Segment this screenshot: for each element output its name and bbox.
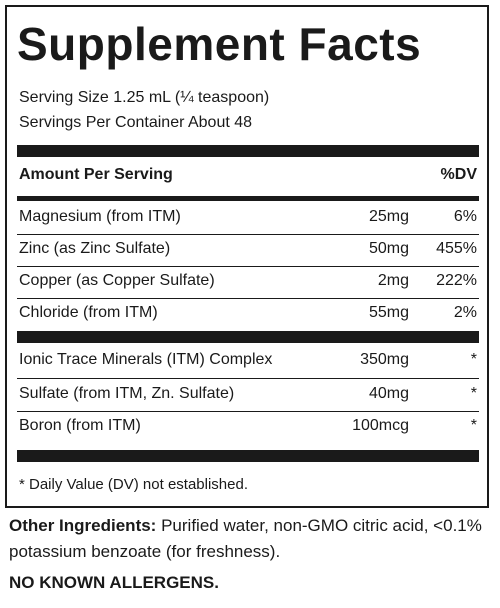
nutrient-amount: 350mg: [360, 351, 409, 368]
nutrient-name: Magnesium (from ITM): [19, 208, 181, 225]
nutrient-dv: 455%: [436, 240, 477, 257]
nutrient-row-magnesium: Magnesium (from ITM) 25mg 6%: [17, 204, 479, 230]
nutrient-amount: 2mg: [377, 272, 409, 289]
nutrient-name: Boron (from ITM): [19, 417, 141, 434]
other-ingredients-text: Purified water, non-GMO citric acid, <0.…: [9, 516, 482, 561]
thick-divider-top: [17, 145, 479, 157]
nutrient-amount: 55mg: [368, 304, 409, 321]
nutrient-row-boron: Boron (from ITM) 100mcg *: [17, 413, 479, 439]
nutrient-dv: 2%: [453, 304, 477, 321]
nutrient-name: Sulfate (from ITM, Zn. Sulfate): [19, 385, 235, 402]
nutrient-row-zinc: Zinc (as Zinc Sulfate) 50mg 455%: [17, 236, 479, 262]
row-divider: [17, 298, 479, 299]
nutrient-amount: 25mg: [368, 208, 409, 225]
nutrient-row-itm-complex: Ionic Trace Minerals (ITM) Complex 350mg…: [17, 347, 479, 373]
nutrient-dv: *: [470, 385, 477, 402]
panel-title: Supplement Facts: [17, 18, 422, 70]
nutrient-row-chloride: Chloride (from ITM) 55mg 2%: [17, 300, 479, 326]
medium-divider: [17, 196, 479, 201]
other-ingredients: Other Ingredients: Purified water, non-G…: [9, 513, 495, 565]
thick-divider-middle: [17, 331, 479, 343]
nutrient-dv: 6%: [453, 208, 477, 225]
servings-per-container: Servings Per Container About 48: [19, 114, 253, 131]
header-row: Amount Per Serving %DV: [17, 162, 479, 188]
serving-size: Serving Size 1.25 mL (¼ teaspoon): [19, 89, 270, 106]
nutrient-name: Chloride (from ITM): [19, 304, 158, 321]
nutrient-row-sulfate: Sulfate (from ITM, Zn. Sulfate) 40mg *: [17, 381, 479, 407]
nutrient-dv: 222%: [436, 272, 477, 289]
amount-per-serving-label: Amount Per Serving: [19, 166, 173, 183]
nutrient-row-copper: Copper (as Copper Sulfate) 2mg 222%: [17, 268, 479, 294]
nutrient-amount: 100mcg: [352, 417, 409, 434]
row-divider: [17, 411, 479, 412]
allergen-statement: NO KNOWN ALLERGENS.: [9, 573, 219, 592]
thick-divider-bottom: [17, 450, 479, 462]
supplement-facts-panel: Supplement Facts Serving Size 1.25 mL (¼…: [5, 5, 489, 508]
dv-label: %DV: [440, 166, 477, 183]
other-ingredients-label: Other Ingredients:: [9, 516, 157, 535]
nutrient-amount: 40mg: [368, 385, 409, 402]
nutrient-name: Zinc (as Zinc Sulfate): [19, 240, 171, 257]
nutrient-amount: 50mg: [368, 240, 409, 257]
row-divider: [17, 234, 479, 235]
nutrient-name: Ionic Trace Minerals (ITM) Complex: [19, 351, 273, 368]
nutrient-dv: *: [470, 351, 477, 368]
nutrient-name: Copper (as Copper Sulfate): [19, 272, 215, 289]
daily-value-footnote: * Daily Value (DV) not established.: [19, 476, 248, 493]
row-divider: [17, 266, 479, 267]
row-divider: [17, 378, 479, 379]
nutrient-dv: *: [470, 417, 477, 434]
